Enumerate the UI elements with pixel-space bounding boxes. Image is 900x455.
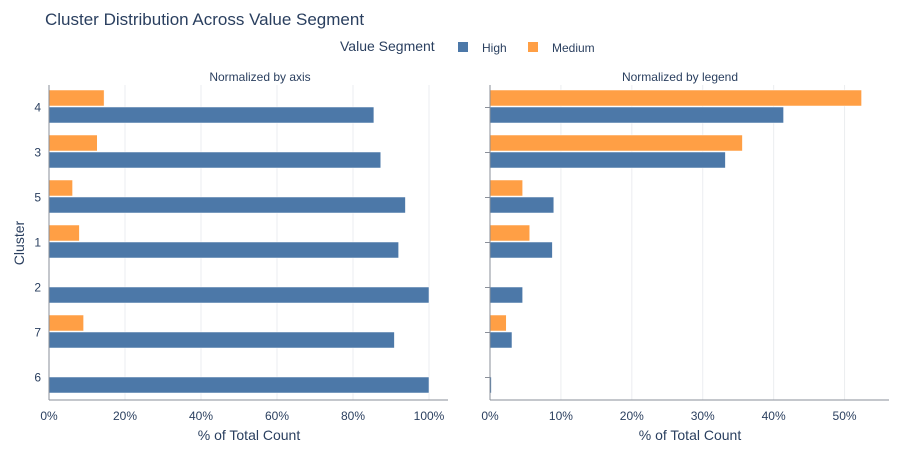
panel-2-bar-medium-cluster-1 <box>489 224 530 242</box>
y-tick-label-cluster-6: 6 <box>34 371 41 385</box>
y-tick-label-cluster-1: 1 <box>34 236 41 250</box>
legend-label-high[interactable]: High <box>482 41 507 55</box>
panel-1-bar-high-cluster-7 <box>48 331 395 349</box>
legend: Value Segment High Medium <box>340 38 595 55</box>
panel-1-bar-medium-cluster-4 <box>48 89 105 107</box>
panel-2-bar-high-cluster-3 <box>489 151 726 169</box>
panel-1-x-tick-label-0: 0% <box>40 409 58 423</box>
panel-2-bar-medium-cluster-3 <box>489 134 743 152</box>
y-tick-label-cluster-7: 7 <box>34 326 41 340</box>
panel-2-x-tick-label-4: 40% <box>762 409 786 423</box>
y-tick-label-cluster-2: 2 <box>34 281 41 295</box>
panel-2-bar-high-cluster-7 <box>489 331 513 349</box>
panel-2-bar-high-cluster-5 <box>489 196 555 214</box>
panel-1-x-axis-title: % of Total Count <box>198 427 301 443</box>
panel-2-bar-high-cluster-2 <box>489 286 523 304</box>
legend-title: Value Segment <box>340 38 435 54</box>
panel-1-bar-high-cluster-2 <box>48 286 430 304</box>
panel-1-x-tick-label-5: 100% <box>414 409 445 423</box>
panel-1-bar-high-cluster-4 <box>48 106 375 124</box>
panel-1-bar-high-cluster-1 <box>48 241 399 259</box>
panel-1-x-tick-label-3: 60% <box>265 409 289 423</box>
legend-swatch-high[interactable] <box>458 42 468 52</box>
y-tick-label-cluster-5: 5 <box>34 191 41 205</box>
panel-2-x-axis-title: % of Total Count <box>639 427 742 443</box>
panel-1-bar-medium-cluster-7 <box>48 314 84 332</box>
panel-1-x-tick-label-2: 40% <box>189 409 213 423</box>
legend-label-medium[interactable]: Medium <box>552 41 595 55</box>
panel-2-x-tick-label-3: 30% <box>691 409 715 423</box>
panel-1-bar-high-cluster-5 <box>48 196 406 214</box>
panel-2-bar-medium-cluster-7 <box>489 314 507 332</box>
panel-1-bar-medium-cluster-3 <box>48 134 98 152</box>
panel-1-x-tick-label-4: 80% <box>341 409 365 423</box>
legend-swatch-medium[interactable] <box>528 42 538 52</box>
panel-2-bar-high-cluster-1 <box>489 241 553 259</box>
panel-2-bar-high-cluster-4 <box>489 106 784 124</box>
y-tick-label-cluster-3: 3 <box>34 146 41 160</box>
panel-2-x-tick-label-1: 10% <box>549 409 573 423</box>
panel-2-x-tick-label-2: 20% <box>620 409 644 423</box>
panel-2-x-tick-label-0: 0% <box>481 409 499 423</box>
panel-1-subtitle: Normalized by axis <box>209 70 310 84</box>
panel-2-bar-medium-cluster-4 <box>489 89 862 107</box>
panel-1-bar-medium-cluster-1 <box>48 224 80 242</box>
panel-1-bar-high-cluster-6 <box>48 376 430 394</box>
panel-2-bar-medium-cluster-5 <box>489 179 523 197</box>
y-axis-title: Cluster <box>11 220 27 265</box>
panel-2-x-tick-label-5: 50% <box>833 409 857 423</box>
chart-title: Cluster Distribution Across Value Segmen… <box>45 10 364 29</box>
panel-1-bar-medium-cluster-5 <box>48 179 73 197</box>
y-tick-label-cluster-4: 4 <box>34 101 41 115</box>
panel-1-x-tick-label-1: 20% <box>113 409 137 423</box>
panel-1-bar-high-cluster-3 <box>48 151 381 169</box>
panel-2-subtitle: Normalized by legend <box>622 70 738 84</box>
